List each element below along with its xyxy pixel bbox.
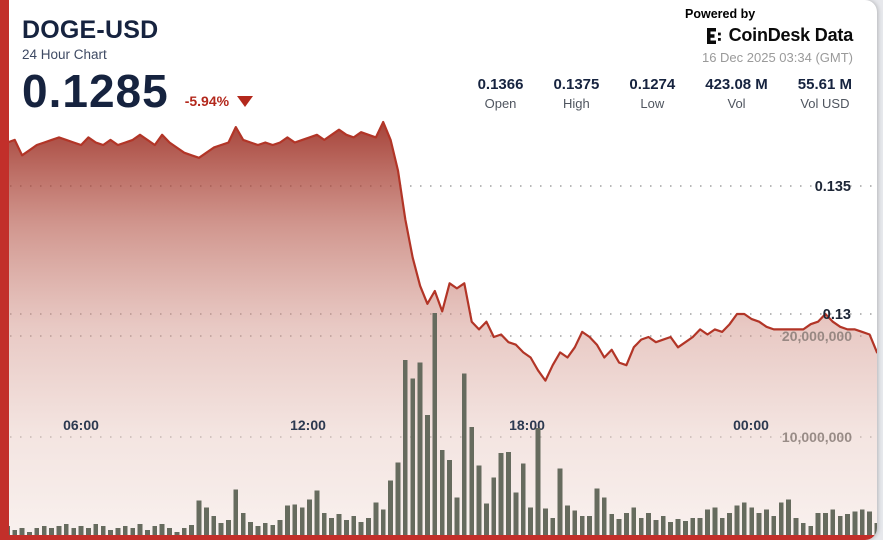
stat-vol: 423.08 M Vol	[705, 76, 768, 111]
price-change: -5.94%	[184, 93, 254, 112]
branding-block: Powered by CoinDesk Data 16 Dec 2025 03:…	[683, 7, 853, 65]
accent-bar-bottom	[0, 535, 877, 540]
price-row: 0.1285 -5.94%	[22, 65, 254, 117]
price-change-percent: -5.94%	[184, 93, 230, 110]
price-line	[0, 120, 877, 382]
stat-open: 0.1366 Open	[478, 76, 524, 111]
stat-open-value: 0.1366	[477, 76, 524, 93]
stat-vol-usd-value: 55.61 M	[797, 76, 852, 93]
stat-high-label: High	[563, 96, 590, 111]
svg-text:0.135: 0.135	[815, 179, 851, 195]
svg-text:12:00: 12:00	[290, 417, 326, 433]
stat-open-label: Open	[484, 96, 517, 111]
svg-text:06:00: 06:00	[63, 417, 99, 433]
chart-timestamp: 16 Dec 2025 03:34 (GMT)	[701, 50, 853, 65]
chart-subtitle: 24 Hour Chart	[22, 47, 107, 62]
svg-text:0.13: 0.13	[823, 307, 851, 323]
price-area	[0, 122, 877, 536]
volume-bars	[0, 312, 877, 539]
coindesk-logo[interactable]: CoinDesk Data	[683, 25, 853, 46]
price-axis-labels: 0.135 0.13	[815, 179, 851, 323]
coindesk-logo-icon	[706, 27, 723, 44]
stat-vol-label: Vol	[727, 96, 746, 111]
stat-vol-usd: 55.61 M Vol USD	[798, 76, 852, 111]
stat-vol-usd-label: Vol USD	[800, 96, 850, 111]
down-arrow-icon	[237, 95, 254, 107]
svg-text:10,000,000: 10,000,000	[782, 429, 852, 445]
stat-high: 0.1375 High	[553, 76, 599, 111]
symbol-title: DOGE-USD	[22, 16, 159, 44]
powered-by-label: Powered by	[685, 7, 756, 21]
svg-text:00:00: 00:00	[733, 417, 769, 433]
ohlc-stats-row: 0.1366 Open 0.1375 High 0.1274 Low 423.0…	[478, 76, 852, 111]
current-price: 0.1285	[22, 65, 169, 117]
volume-axis-labels: 20,000,000 10,000,000	[782, 328, 852, 445]
stat-low-label: Low	[640, 96, 665, 111]
x-axis-labels: 06:00 12:00 18:00 00:00	[63, 417, 769, 433]
stat-vol-value: 423.08 M	[705, 76, 768, 93]
stat-low: 0.1274 Low	[629, 76, 675, 111]
accent-bar-left	[0, 0, 9, 540]
coindesk-brand-name: CoinDesk Data	[728, 25, 854, 45]
svg-text:20,000,000: 20,000,000	[782, 328, 852, 344]
widget-header: DOGE-USD 24 Hour Chart 0.1285 -5.94%	[22, 16, 254, 117]
stat-low-value: 0.1274	[629, 76, 676, 93]
stat-high-value: 0.1375	[553, 76, 600, 93]
